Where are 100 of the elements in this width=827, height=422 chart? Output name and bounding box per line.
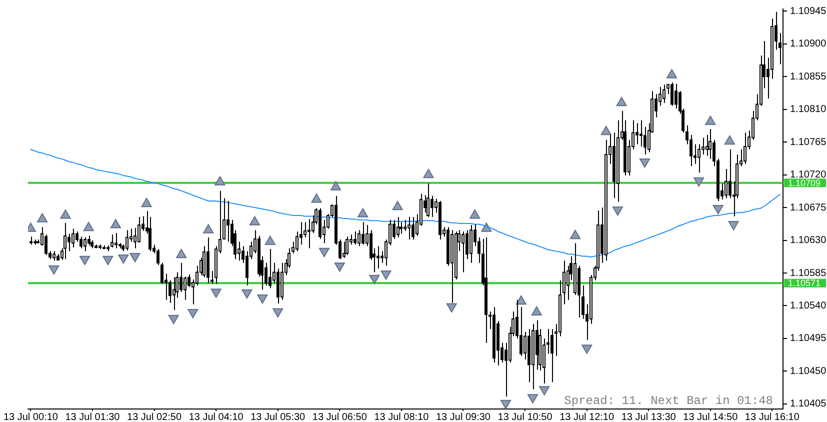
point [264, 236, 276, 245]
candlestick [202, 246, 206, 278]
point [249, 216, 260, 226]
ref-line-label: 1.10571 [788, 278, 821, 288]
point [527, 394, 538, 404]
point [37, 213, 48, 222]
y-tick-label: 1.10540 [790, 300, 827, 312]
candlestick [52, 250, 56, 262]
x-tick-label: 13 Jul 14:50 [683, 412, 738, 422]
point [60, 210, 71, 219]
point [141, 198, 152, 208]
candlestick [88, 235, 90, 246]
candlestick [550, 328, 554, 383]
candlestick [376, 246, 380, 270]
candlestick [114, 232, 118, 249]
candlestick [426, 183, 430, 218]
point [210, 288, 222, 298]
candlestick [134, 227, 136, 249]
point [470, 210, 480, 219]
y-tick-label: 1.10945 [790, 6, 827, 17]
point [500, 400, 511, 409]
candlestick [396, 216, 400, 238]
point [257, 294, 268, 304]
candlestick [76, 231, 78, 242]
point [380, 270, 392, 280]
candlestick [728, 148, 732, 199]
y-tick-label: 1.10675 [790, 202, 827, 214]
point [130, 253, 140, 262]
x-tick-label: 13 Jul 10:50 [498, 412, 553, 422]
candlestick [226, 200, 230, 242]
candlestick [724, 168, 728, 199]
point [203, 224, 214, 234]
point [334, 262, 345, 272]
candlestick [640, 120, 642, 147]
point [369, 274, 380, 284]
candlestick [296, 231, 298, 252]
x-tick-label: 13 Jul 16:10 [744, 412, 800, 422]
candlestick [462, 231, 464, 273]
candlestick [126, 230, 128, 251]
candlestick [674, 83, 678, 110]
point [118, 254, 129, 264]
y-tick-label: 1.10495 [790, 333, 827, 344]
y-tick-label: 1.10450 [790, 366, 827, 377]
point [539, 386, 550, 396]
annotation: Spread: 11. Next Bar in 01:48 [564, 394, 773, 408]
x-tick-label: 13 Jul 00:10 [3, 412, 58, 422]
candlestick [536, 320, 538, 370]
point [570, 230, 580, 240]
candlestick [110, 234, 114, 248]
y-tick-label: 1.10810 [790, 104, 827, 116]
candlestick [470, 224, 472, 264]
point [176, 248, 187, 258]
point [392, 200, 403, 210]
candlestick [744, 132, 746, 164]
x-tick-label: 13 Jul 09:30 [436, 412, 491, 422]
candlestick [72, 228, 74, 248]
candlestick [172, 276, 176, 311]
candlestick [430, 195, 434, 218]
point [600, 126, 612, 136]
y-tick-label: 1.10405 [790, 398, 827, 410]
y-tick-label: 1.10765 [790, 136, 827, 148]
candlestick [706, 134, 708, 156]
candlestick [404, 219, 406, 232]
point [705, 116, 716, 125]
x-tick-label: 13 Jul 13:30 [621, 412, 676, 422]
candlestick [412, 216, 414, 240]
y-tick-label: 1.10855 [790, 71, 827, 82]
candlestick [362, 222, 364, 246]
point [188, 309, 198, 318]
point [330, 181, 342, 190]
point [318, 248, 330, 258]
candlestick [308, 218, 310, 249]
candlestick [184, 276, 186, 300]
point [83, 222, 94, 232]
point [582, 344, 592, 354]
candlestick [708, 128, 712, 160]
x-tick-label: 13 Jul 04:10 [188, 412, 244, 422]
candlestick [408, 216, 410, 240]
candlestick [400, 222, 402, 234]
point [242, 289, 252, 299]
y-tick-label: 1.10585 [790, 268, 827, 279]
y-tick-label: 1.10900 [790, 38, 827, 50]
point [724, 135, 735, 145]
point [80, 256, 90, 266]
point [446, 303, 457, 312]
point [272, 308, 284, 318]
point [168, 314, 179, 324]
point [358, 208, 368, 218]
candlestick [346, 236, 348, 256]
candlestick [268, 248, 272, 289]
candlestick [354, 231, 356, 246]
candlestick [662, 84, 666, 104]
candlestick [358, 230, 360, 247]
y-tick-label: 1.10630 [790, 235, 827, 246]
candlestick [180, 262, 182, 292]
candlestick [392, 219, 396, 240]
point [102, 256, 114, 266]
x-tick-label: 13 Jul 12:10 [560, 412, 614, 422]
point [666, 69, 678, 78]
candlestick [84, 236, 86, 252]
